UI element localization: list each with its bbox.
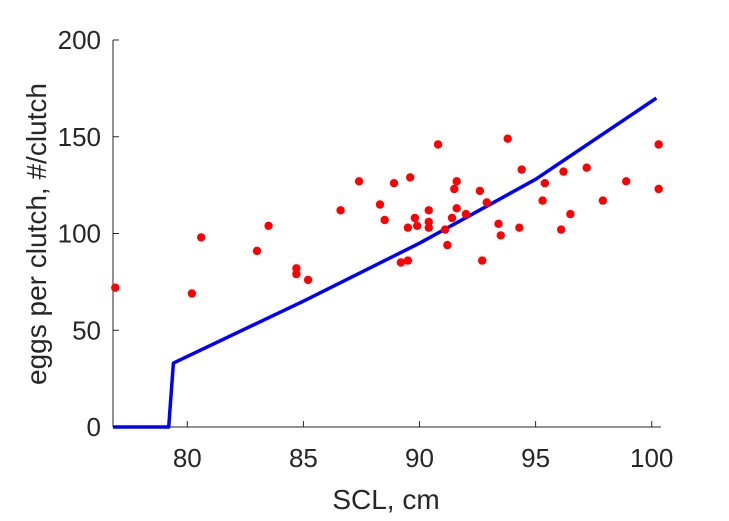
x-tick-label: 95 — [521, 443, 550, 473]
data-point — [622, 177, 631, 186]
data-point — [303, 275, 313, 285]
data-point — [403, 256, 413, 265]
data-point — [494, 219, 503, 228]
data-point — [475, 186, 485, 196]
data-point — [447, 213, 457, 223]
data-point — [654, 140, 663, 149]
data-point — [389, 179, 399, 188]
data-point — [403, 223, 413, 232]
data-point — [264, 221, 273, 230]
y-tick-label: 150 — [58, 122, 101, 152]
data-point — [413, 221, 422, 230]
x-tick-label: 85 — [289, 443, 318, 473]
data-point — [515, 223, 524, 232]
data-point — [380, 215, 389, 225]
data-point — [443, 240, 452, 250]
data-point — [478, 256, 487, 265]
data-point — [582, 163, 591, 172]
data-point — [482, 198, 491, 207]
data-point — [461, 209, 471, 219]
data-point — [540, 179, 550, 188]
plot-area: 80 85 90 95 100 0 50 100 150 200 — [58, 25, 674, 473]
data-point — [424, 206, 433, 215]
data-point — [517, 165, 526, 174]
y-axis-title: eggs per clutch, #/clutch — [21, 83, 52, 385]
data-point — [452, 177, 461, 186]
data-point — [433, 140, 443, 149]
data-point — [396, 258, 406, 267]
data-point — [252, 246, 262, 256]
data-point — [292, 269, 301, 279]
data-point — [452, 204, 461, 213]
data-point — [354, 177, 364, 186]
x-ticks: 80 85 90 95 100 — [173, 421, 673, 473]
data-point — [292, 264, 301, 273]
data-point — [440, 225, 450, 234]
data-point — [538, 196, 547, 205]
fit-line — [113, 96, 658, 429]
y-tick-label: 100 — [58, 219, 101, 249]
x-tick-label: 90 — [405, 443, 434, 473]
data-point — [598, 196, 608, 205]
x-tick-label: 100 — [630, 443, 673, 473]
y-tick-label: 50 — [72, 315, 101, 345]
data-point — [336, 206, 345, 215]
data-point — [559, 167, 568, 176]
data-point — [406, 173, 415, 182]
data-point — [197, 233, 206, 242]
data-point — [187, 289, 197, 298]
data-point — [424, 223, 433, 232]
data-point — [410, 213, 420, 223]
data-point — [111, 283, 120, 292]
data-point — [566, 209, 575, 219]
x-axis-title: SCL, cm — [332, 484, 439, 515]
series-layer — [111, 96, 663, 429]
data-point — [496, 231, 505, 240]
data-point — [654, 184, 663, 194]
data-point — [503, 134, 512, 143]
data-point — [450, 184, 459, 194]
data-point — [424, 217, 433, 227]
y-tick-label: 200 — [58, 25, 101, 55]
data-point — [557, 225, 566, 234]
y-tick-label: 0 — [87, 412, 101, 442]
data-point — [375, 200, 385, 209]
x-tick-label: 80 — [173, 443, 202, 473]
